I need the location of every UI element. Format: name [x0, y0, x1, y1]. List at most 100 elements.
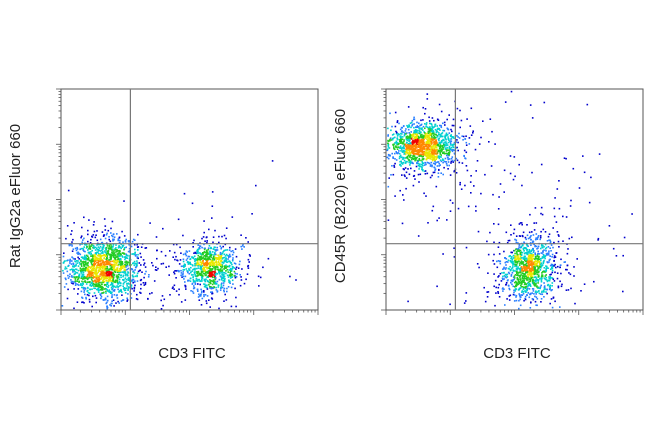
- event-dot: [110, 257, 112, 260]
- event-dot: [73, 273, 76, 275]
- event-dot: [418, 165, 421, 168]
- event-dot: [414, 129, 417, 131]
- event-dot: [439, 142, 442, 144]
- event-dot: [538, 270, 540, 273]
- event-dot: [227, 258, 229, 260]
- event-dot: [407, 143, 410, 145]
- event-dot: [440, 133, 443, 135]
- event-dot: [112, 271, 114, 274]
- event-dot: [408, 156, 411, 158]
- event-dot: [550, 289, 552, 292]
- event-dot: [445, 143, 448, 145]
- event-dot: [528, 260, 531, 263]
- event-dot: [537, 290, 540, 292]
- event-dot: [125, 280, 127, 283]
- event-dot: [526, 260, 529, 263]
- event-dot: [229, 271, 231, 274]
- event-dot: [113, 289, 116, 291]
- event-dot: [428, 145, 430, 148]
- event-dot: [97, 264, 100, 266]
- event-dot: [422, 139, 425, 141]
- event-dot: [540, 259, 542, 262]
- event-dot: [527, 282, 529, 285]
- event-dot: [239, 260, 241, 263]
- event-dot: [403, 143, 406, 145]
- event-dot: [540, 206, 543, 209]
- event-dot: [518, 244, 521, 246]
- event-dot: [78, 275, 81, 278]
- event-dot: [96, 285, 99, 288]
- event-dot: [218, 256, 221, 258]
- event-dot: [219, 263, 221, 266]
- event-dot: [411, 161, 413, 164]
- event-dot: [413, 126, 415, 129]
- event-dot: [203, 290, 205, 292]
- event-dot: [95, 277, 98, 280]
- event-dot: [493, 241, 495, 244]
- event-dot: [439, 164, 441, 166]
- event-dot: [93, 247, 95, 250]
- event-dot: [111, 251, 113, 254]
- event-dot: [517, 267, 519, 270]
- event-dot: [234, 272, 237, 275]
- event-dot: [223, 250, 225, 252]
- event-dot: [509, 294, 512, 297]
- event-dot: [549, 268, 552, 270]
- event-dot: [88, 273, 90, 276]
- event-dot: [410, 126, 412, 129]
- event-dot: [391, 134, 394, 136]
- event-dot: [420, 139, 422, 142]
- event-dot: [525, 278, 527, 280]
- event-dot: [560, 285, 563, 288]
- event-dot: [177, 269, 179, 272]
- event-dot: [534, 257, 537, 260]
- event-dot: [446, 118, 448, 121]
- event-dot: [93, 271, 96, 274]
- event-dot: [110, 264, 113, 267]
- event-dot: [95, 282, 98, 284]
- event-dot: [520, 284, 522, 287]
- event-dot: [536, 265, 538, 268]
- event-dot: [451, 159, 454, 162]
- event-dot: [533, 293, 535, 295]
- event-dot: [79, 263, 81, 265]
- event-dot: [465, 135, 467, 137]
- event-dot: [404, 143, 407, 146]
- event-dot: [521, 261, 524, 263]
- event-dot: [108, 238, 110, 241]
- event-dot: [486, 240, 488, 243]
- event-dot: [124, 289, 127, 291]
- event-dot: [82, 271, 85, 274]
- event-dot: [225, 253, 228, 256]
- event-dot: [210, 260, 213, 262]
- event-dot: [200, 304, 203, 306]
- event-dot: [518, 288, 520, 291]
- event-dot: [172, 243, 175, 246]
- event-dot: [94, 279, 96, 282]
- event-dot: [112, 233, 115, 235]
- event-dot: [144, 283, 147, 286]
- event-dot: [125, 266, 127, 268]
- event-dot: [420, 159, 422, 162]
- event-dot: [391, 152, 393, 155]
- event-dot: [436, 125, 438, 127]
- event-dot: [210, 256, 212, 259]
- event-dot: [442, 146, 445, 149]
- event-dot: [204, 284, 207, 287]
- event-dot: [432, 126, 434, 129]
- y-axis-label: Rat IgG2a eFluor 660: [7, 124, 24, 268]
- event-dot: [116, 274, 118, 277]
- event-dot: [93, 292, 96, 294]
- event-dot: [111, 263, 113, 266]
- event-dot: [496, 260, 498, 263]
- event-dot: [402, 145, 405, 148]
- event-dot: [512, 260, 514, 263]
- event-dot: [529, 280, 531, 282]
- event-dot: [535, 270, 537, 272]
- event-dot: [387, 185, 390, 188]
- event-dot: [566, 264, 569, 267]
- event-dot: [229, 246, 231, 249]
- event-dot: [549, 258, 551, 261]
- event-dot: [424, 173, 427, 175]
- event-dot: [534, 252, 536, 254]
